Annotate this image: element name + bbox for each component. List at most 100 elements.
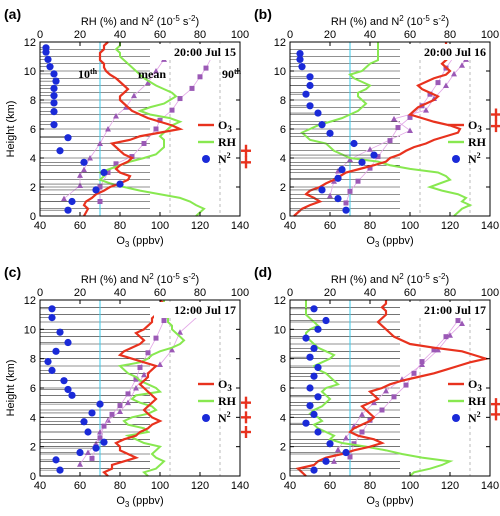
bottom-tick-label: 80 [114,220,126,232]
n2-marker [42,44,50,52]
n2-marker [92,444,100,452]
n2-p10-marker [77,461,83,467]
timestamp-bg [404,302,488,318]
n2-marker [296,55,304,64]
legend-n2-marker [452,155,460,163]
bottom-tick-label: 40 [284,220,296,232]
top-axis-label: RH (%) and N2 (10-5 s-2) [81,14,199,28]
bottom-axis-label: O3 (ppbv) [366,235,413,249]
n2-marker [50,92,58,100]
n2-p10-marker [423,107,429,113]
o3-line [295,300,491,477]
n2-p90-marker [133,376,139,382]
rh-line [117,300,186,477]
n2-p90-marker [367,165,373,171]
y-tick-label: 2 [30,182,36,194]
n2-marker [326,440,334,448]
top-tick-label: 0 [37,29,43,41]
n2-p10-marker [77,172,83,178]
bottom-tick-label: 80 [114,480,126,492]
n2-p90-marker [145,350,151,356]
n2-marker [64,385,72,394]
n2-p10-marker [85,449,91,456]
n2-p90-marker [411,370,417,376]
n2-marker [310,410,318,418]
n2-p10-marker [113,112,119,119]
n2-p90-marker [105,170,111,175]
y-tick-label: 4 [280,153,286,165]
n2-marker [350,139,358,148]
top-tick-label: 80 [444,287,456,299]
top-tick-label: 20 [324,287,336,299]
y-tick-label: 12 [24,295,36,307]
n2-p90-marker [137,364,143,370]
top-tick-label: 60 [154,29,166,41]
n2-p90-marker [161,318,167,324]
o3-line [82,41,184,217]
bottom-tick-label: 120 [191,220,209,232]
n2-marker [52,77,60,85]
y-tick-label: 8 [280,95,286,107]
panel-d: 40 60 80 100 120 140 0 20 40 60 80 100 0 2 4 6 8 10 12 RH (… [254,264,500,509]
bottom-tick-label: 140 [481,480,499,492]
n2-marker [50,108,58,116]
n2-marker [50,84,58,92]
timestamp-label: 21:00 Jul 17 [424,303,486,317]
top-tick-label: 0 [287,287,293,299]
top-axis-label: RH (%) and N2 (10-5 s-2) [81,272,199,286]
top-tick-label: 100 [231,29,249,41]
n2-marker [306,102,314,110]
n2-p90-marker [97,184,103,190]
legend-label: N2 [468,151,481,166]
bottom-tick-label: 60 [74,220,86,232]
n2-marker [48,305,56,313]
n2-p10-marker [451,70,457,77]
mean-label: mean [138,67,166,81]
n2-p90-marker [169,107,175,113]
n2-marker [80,418,88,426]
top-tick-label: 60 [404,287,416,299]
n2-marker [64,338,72,347]
top-tick-label: 40 [114,29,126,41]
n2-p10-marker [383,387,389,394]
top-tick-label: 60 [154,287,166,299]
n2-marker [50,99,58,107]
n2-p90-marker [189,85,195,91]
n2-marker [310,344,318,352]
y-tick-label: 6 [30,383,36,395]
n2-p90-marker [351,441,357,447]
panel-c: 40 60 80 100 120 140 0 20 40 60 80 100 0 2 4 6 8 10 12 RH (… [4,264,251,509]
n2-marker [88,409,96,417]
bottom-tick-label: 140 [231,480,249,492]
legend-n2-marker [452,414,460,422]
n2-marker [310,305,318,313]
y-tick-label: 2 [30,442,36,454]
n2-p10-marker [459,320,465,326]
n2-p10-marker [177,329,183,335]
n2-p10-marker [459,62,465,68]
bottom-tick-label: 100 [151,480,169,492]
n2-marker [342,448,350,457]
n2-marker [46,63,54,71]
n2-p90-marker [387,138,393,144]
n2-p90-marker [97,435,103,441]
n2-p90-marker [443,334,449,340]
bottom-tick-label: 40 [34,480,46,492]
legend-n2-marker [202,155,210,163]
top-tick-label: 40 [364,29,376,41]
n2-marker [314,109,322,117]
n2-marker [92,186,100,194]
n2-marker [342,206,350,214]
panel-a: 40 60 80 100 120 140 0 20 40 60 80 100 0 2 4 6 8 10 12 RH (… [4,6,251,249]
n2-p90-marker [141,141,147,146]
n2-p90-marker [203,65,209,71]
top-tick-label: 40 [364,287,376,299]
n2-marker [44,55,52,64]
n2-p90-marker [347,188,353,194]
n2-p90-marker [97,199,103,204]
n2-marker [48,314,56,322]
n2-marker [302,90,310,98]
n2-marker [96,400,104,408]
panel-b: 40 60 80 100 120 140 0 20 40 60 80 100 0 2 4 6 8 10 12 RH (… [254,6,500,249]
top-tick-label: 40 [114,287,126,299]
